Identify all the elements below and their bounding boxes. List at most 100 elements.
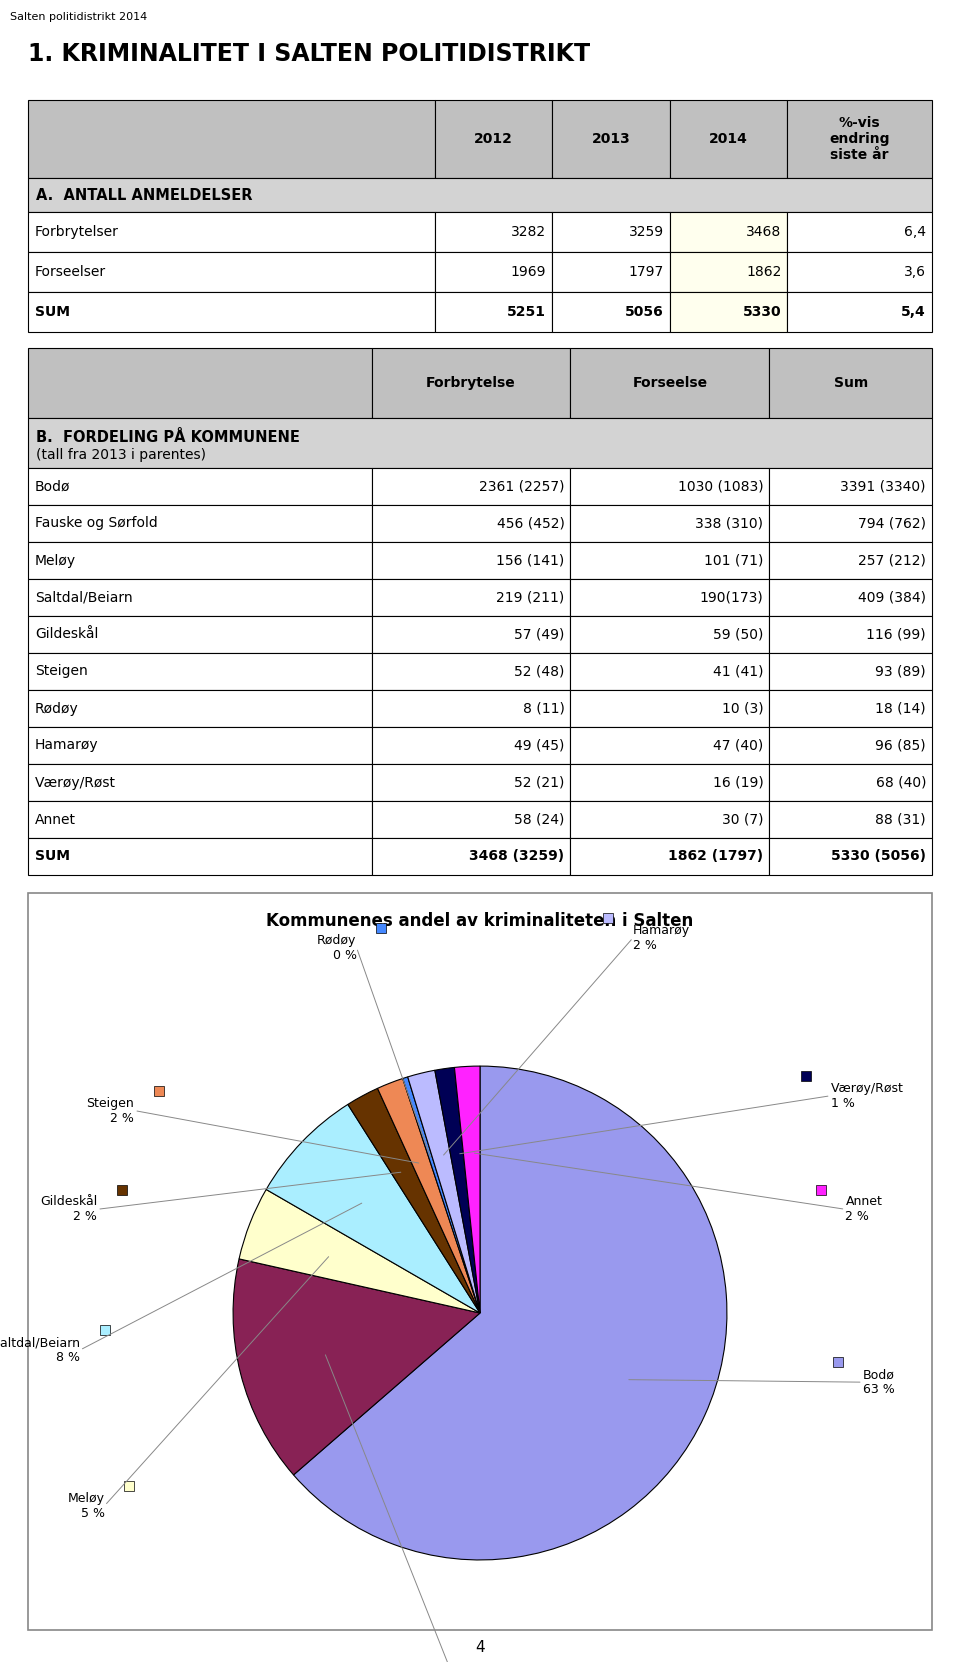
Wedge shape bbox=[294, 1065, 727, 1561]
Bar bbox=[28, 617, 372, 653]
Bar bbox=[28, 347, 372, 419]
Text: 3282: 3282 bbox=[511, 224, 546, 239]
Bar bbox=[570, 726, 769, 765]
Text: 5056: 5056 bbox=[625, 306, 664, 319]
Bar bbox=[570, 690, 769, 726]
Text: 57 (49): 57 (49) bbox=[514, 628, 564, 642]
Bar bbox=[552, 253, 670, 293]
Bar bbox=[28, 765, 372, 801]
Text: Bodø: Bodø bbox=[35, 480, 70, 494]
Text: 219 (211): 219 (211) bbox=[496, 590, 564, 605]
Text: 2013: 2013 bbox=[591, 131, 631, 146]
Bar bbox=[372, 578, 570, 617]
Text: 409 (384): 409 (384) bbox=[858, 590, 926, 605]
Bar bbox=[787, 253, 932, 293]
Bar bbox=[28, 542, 372, 578]
Text: 41 (41): 41 (41) bbox=[712, 665, 763, 678]
Bar bbox=[552, 293, 670, 332]
Text: Forbrytelser: Forbrytelser bbox=[35, 224, 119, 239]
Bar bbox=[28, 100, 435, 178]
Bar bbox=[552, 213, 670, 253]
Bar bbox=[372, 505, 570, 542]
Text: 96 (85): 96 (85) bbox=[876, 738, 926, 753]
Bar bbox=[28, 653, 372, 690]
Bar bbox=[769, 838, 932, 874]
Text: 2014: 2014 bbox=[709, 131, 748, 146]
Bar bbox=[769, 617, 932, 653]
Bar bbox=[769, 505, 932, 542]
Text: Bodø
63 %: Bodø 63 % bbox=[863, 1368, 895, 1396]
Wedge shape bbox=[377, 1079, 480, 1313]
Bar bbox=[670, 213, 787, 253]
Bar bbox=[28, 213, 435, 253]
Text: 49 (45): 49 (45) bbox=[514, 738, 564, 753]
Text: Forseelser: Forseelser bbox=[35, 264, 107, 279]
Bar bbox=[769, 801, 932, 838]
Text: Værøy/Røst: Værøy/Røst bbox=[35, 776, 116, 789]
Bar bbox=[372, 347, 570, 419]
Wedge shape bbox=[454, 1065, 480, 1313]
Text: Meløy: Meløy bbox=[35, 553, 76, 567]
Text: 3468 (3259): 3468 (3259) bbox=[469, 849, 564, 864]
Text: Fauske og Sørfold: Fauske og Sørfold bbox=[35, 517, 157, 530]
Text: Saltdal/Beiarn: Saltdal/Beiarn bbox=[35, 590, 132, 605]
Text: 456 (452): 456 (452) bbox=[496, 517, 564, 530]
Text: 3259: 3259 bbox=[629, 224, 664, 239]
Bar bbox=[435, 293, 552, 332]
Text: Gildeskål: Gildeskål bbox=[35, 628, 98, 642]
Text: 18 (14): 18 (14) bbox=[876, 701, 926, 716]
Bar bbox=[769, 690, 932, 726]
Text: 1030 (1083): 1030 (1083) bbox=[678, 480, 763, 494]
Text: Forseelse: Forseelse bbox=[633, 376, 708, 391]
Text: 156 (141): 156 (141) bbox=[496, 553, 564, 567]
Bar bbox=[570, 617, 769, 653]
Text: 5,4: 5,4 bbox=[901, 306, 926, 319]
Text: SUM: SUM bbox=[35, 849, 70, 864]
Text: 30 (7): 30 (7) bbox=[722, 813, 763, 826]
Text: 190(173): 190(173) bbox=[700, 590, 763, 605]
Text: (tall fra 2013 i parentes): (tall fra 2013 i parentes) bbox=[36, 449, 206, 462]
Text: 68 (40): 68 (40) bbox=[876, 776, 926, 789]
Bar bbox=[28, 469, 372, 505]
Bar bbox=[570, 578, 769, 617]
Text: 47 (40): 47 (40) bbox=[713, 738, 763, 753]
Bar bbox=[28, 801, 372, 838]
Text: 2012: 2012 bbox=[474, 131, 513, 146]
Bar bbox=[570, 347, 769, 419]
Bar bbox=[435, 253, 552, 293]
Bar bbox=[769, 578, 932, 617]
Bar bbox=[372, 838, 570, 874]
Text: 5251: 5251 bbox=[507, 306, 546, 319]
Text: SUM: SUM bbox=[35, 306, 70, 319]
Text: 1862: 1862 bbox=[746, 264, 781, 279]
Bar bbox=[372, 726, 570, 765]
Text: 1969: 1969 bbox=[511, 264, 546, 279]
Text: 2361 (2257): 2361 (2257) bbox=[479, 480, 564, 494]
Text: Meløy
5 %: Meløy 5 % bbox=[67, 1491, 105, 1519]
Text: %-vis
endring
siste år: %-vis endring siste år bbox=[829, 116, 890, 163]
Bar bbox=[28, 253, 435, 293]
Text: Steigen
2 %: Steigen 2 % bbox=[86, 1097, 134, 1125]
Wedge shape bbox=[266, 1105, 480, 1313]
Bar bbox=[769, 347, 932, 419]
Wedge shape bbox=[239, 1190, 480, 1313]
Text: 3391 (3340): 3391 (3340) bbox=[841, 480, 926, 494]
Text: 8 (11): 8 (11) bbox=[522, 701, 564, 716]
Bar bbox=[570, 801, 769, 838]
Text: 6,4: 6,4 bbox=[904, 224, 926, 239]
Bar bbox=[570, 765, 769, 801]
Bar bbox=[28, 178, 932, 213]
Bar bbox=[28, 419, 932, 469]
Bar bbox=[787, 100, 932, 178]
Bar bbox=[670, 100, 787, 178]
Bar bbox=[552, 100, 670, 178]
Bar bbox=[28, 726, 372, 765]
Text: 16 (19): 16 (19) bbox=[712, 776, 763, 789]
Text: A.  ANTALL ANMELDELSER: A. ANTALL ANMELDELSER bbox=[36, 188, 252, 203]
Text: 88 (31): 88 (31) bbox=[876, 813, 926, 826]
Text: Steigen: Steigen bbox=[35, 665, 87, 678]
Text: 93 (89): 93 (89) bbox=[876, 665, 926, 678]
Wedge shape bbox=[435, 1067, 480, 1313]
Bar bbox=[570, 838, 769, 874]
Bar bbox=[372, 469, 570, 505]
